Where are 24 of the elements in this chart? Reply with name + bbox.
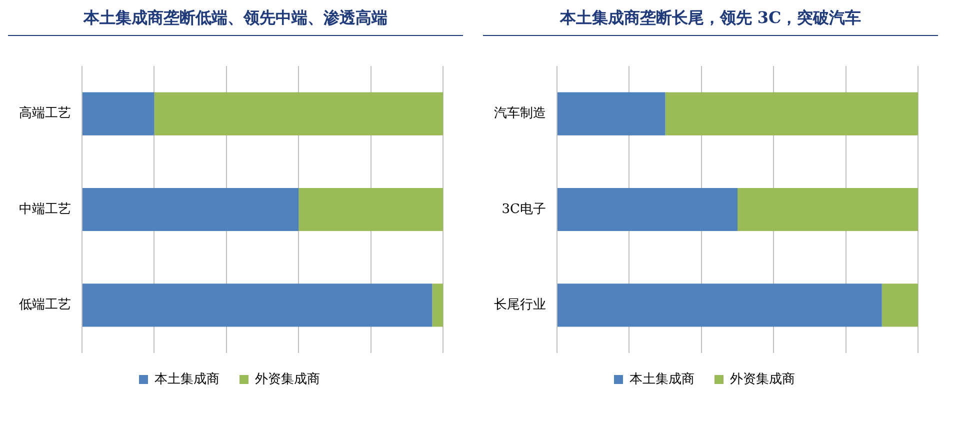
bar (738, 188, 918, 232)
bar (665, 92, 918, 136)
y-tick-label: 长尾行业 (494, 298, 546, 313)
bar (82, 284, 432, 327)
legend-label: 外资集成商 (255, 372, 320, 387)
y-tick-label: 汽车制造 (494, 106, 546, 122)
bar (82, 92, 154, 136)
chart-title: 本土集成商垄断长尾，领先 3C，突破汽车 (483, 4, 938, 36)
chart-title: 本土集成商垄断低端、领先中端、渗透高端 (8, 4, 463, 36)
legend-label: 本土集成商 (154, 372, 220, 387)
bar (558, 284, 882, 327)
legend-label: 外资集成商 (730, 372, 795, 387)
bar (154, 92, 443, 136)
bar (558, 188, 738, 232)
y-tick-label: 高端工艺 (19, 105, 71, 122)
bar (882, 284, 918, 327)
bar (558, 92, 666, 136)
legend-label: 本土集成商 (630, 372, 694, 387)
y-tick-label: 3C电子 (502, 202, 546, 217)
y-tick-label: 低端工艺 (19, 298, 71, 313)
bar (82, 188, 299, 232)
bar (298, 188, 443, 232)
y-tick-label: 中端工艺 (19, 202, 71, 217)
bar (432, 284, 443, 327)
